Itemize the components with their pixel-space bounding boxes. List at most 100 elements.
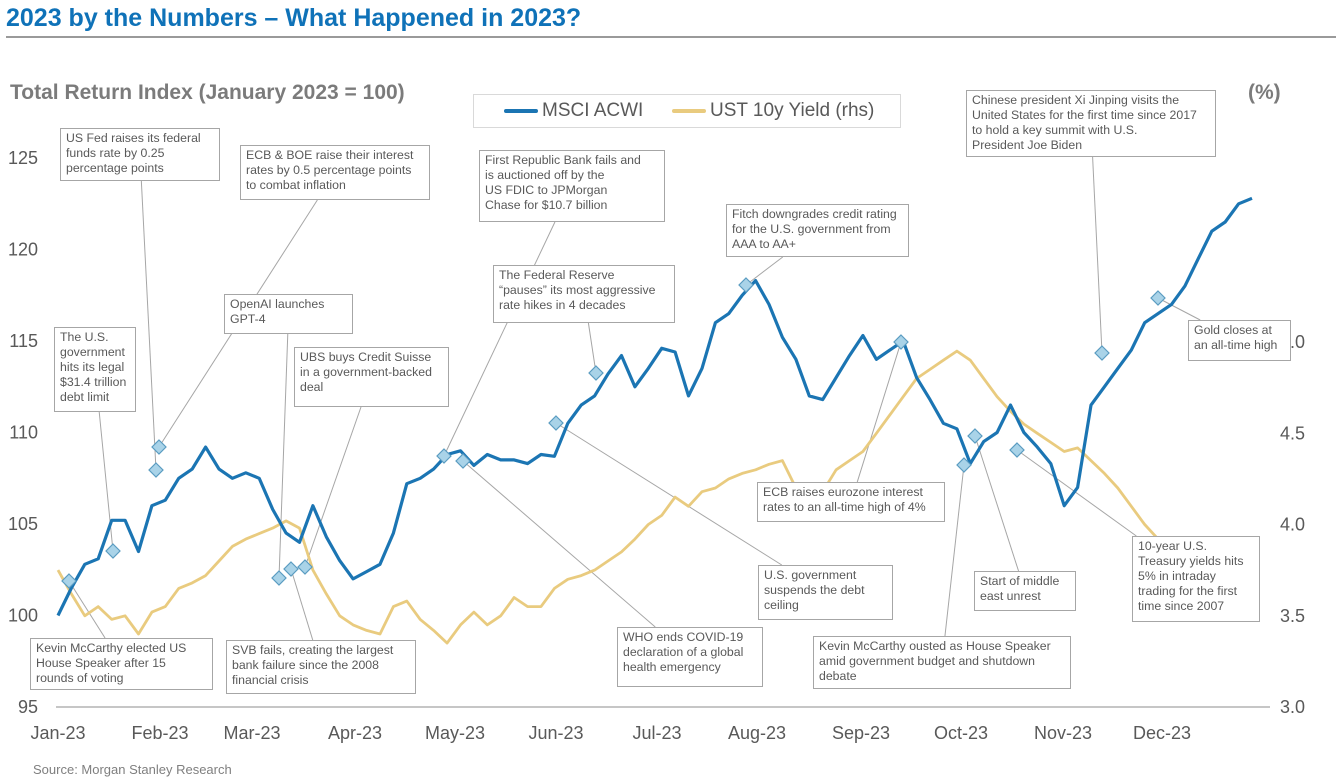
leader-line-fed-hike <box>140 180 157 471</box>
source-note: Source: Morgan Stanley Research <box>33 762 232 777</box>
right-axis-title: (%) <box>1248 81 1281 104</box>
annotation-first-republic: First Republic Bank fails and is auctione… <box>479 150 665 222</box>
legend-label-acwi: MSCI ACWI <box>542 100 644 121</box>
annotation-line: rates to an all-time high of 4% <box>763 500 926 514</box>
left-tick-label: 110 <box>9 423 38 443</box>
leader-line-who <box>462 460 656 628</box>
legend-swatch-ust <box>672 109 706 113</box>
annotation-line: UBS buys Credit Suisse <box>300 350 432 364</box>
leader-line-debt-limit <box>98 411 114 552</box>
x-tick-label: May-23 <box>425 723 485 743</box>
right-tick-label: 3.5 <box>1280 606 1305 626</box>
event-marker <box>893 334 909 350</box>
x-tick-label: Sep-23 <box>832 723 890 743</box>
annotation-line: Kevin McCarthy elected US <box>36 641 187 655</box>
annotation-line: rate hikes in 4 decades <box>499 298 626 312</box>
left-tick-label: 100 <box>8 606 38 626</box>
event-marker <box>1150 290 1166 306</box>
right-tick-label: 4.0 <box>1280 515 1305 535</box>
annotation-line: US FDIC to JPMorgan <box>485 183 608 197</box>
leader-line-mccarthy-elected <box>68 580 106 639</box>
annotation-line: First Republic Bank fails and <box>485 153 641 167</box>
annotation-fitch: Fitch downgrades credit rating for the U.… <box>726 204 909 257</box>
leader-line-fed-pause <box>587 322 597 374</box>
annotation-line: trading for the first <box>1138 584 1238 598</box>
left-axis-title: Total Return Index (January 2023 = 100) <box>10 81 405 104</box>
annotation-openai: OpenAI launches GPT-4 <box>224 294 353 334</box>
annotation-line: 5% in intraday <box>1138 569 1216 583</box>
annotation-fed-pause: The Federal Reserve “pauses” its most agg… <box>493 265 675 323</box>
annotation-who: WHO ends COVID-19 declaration of a global… <box>617 627 763 687</box>
event-marker <box>548 415 564 431</box>
annotation-line: ceiling <box>764 598 799 612</box>
annotation-line: Start of middle <box>980 574 1060 588</box>
annotation-line: rates by 0.5 percentage points <box>246 163 412 177</box>
leader-line-first-republic <box>443 221 556 457</box>
annotation-line: U.S. government <box>764 568 857 582</box>
series-line-ust-10y <box>56 349 1253 645</box>
left-tick-label: 95 <box>18 697 38 717</box>
event-marker <box>455 453 471 469</box>
annotation-line: Chinese president Xi Jinping visits the <box>972 93 1180 107</box>
x-tick-label: Jun-23 <box>528 723 583 743</box>
leader-line-openai <box>278 333 289 579</box>
legend: MSCI ACWI UST 10y Yield (rhs) <box>473 94 901 128</box>
right-tick-label: 3.0 <box>1280 697 1305 717</box>
annotation-line: United States for the first time since 2… <box>972 108 1197 122</box>
annotation-line: OpenAI launches <box>230 297 325 311</box>
annotation-line: government <box>60 345 125 359</box>
markers-layer <box>61 277 1166 589</box>
annotation-line: Treasury yields hits <box>1138 554 1244 568</box>
leader-line-gold <box>1157 297 1201 321</box>
event-marker <box>297 559 313 575</box>
series-layer <box>56 196 1253 645</box>
annotation-line: $31.4 trillion <box>60 375 127 389</box>
event-marker <box>588 365 604 381</box>
annotation-debt-ceiling: U.S. government suspends the debt ceiling <box>758 565 893 620</box>
left-tick-label: 120 <box>8 240 38 260</box>
annotation-line: debate <box>819 669 857 683</box>
annotation-line: US Fed raises its federal <box>66 131 201 145</box>
annotation-line: in a government-backed <box>300 365 432 379</box>
event-marker <box>1094 345 1110 361</box>
leader-line-treasury-5 <box>1016 449 1137 537</box>
annotation-mccarthy-elected: Kevin McCarthy elected US House Speaker a… <box>30 638 213 690</box>
x-tick-label: Jan-23 <box>30 723 85 743</box>
annotation-line: rounds of voting <box>36 671 124 685</box>
event-marker <box>61 573 77 589</box>
annotation-line: funds rate by 0.25 <box>66 146 165 160</box>
legend-swatch-acwi <box>504 109 538 113</box>
legend-item-acwi: MSCI ACWI <box>504 100 643 122</box>
right-tick-label: 4.5 <box>1280 423 1305 443</box>
annotation-line: debt limit <box>60 390 110 404</box>
axes-layer: Jan-23 Feb-23 Mar-23 Apr-23 May-23 Jun-23 Jul-… <box>8 148 1305 743</box>
left-tick-label: 125 <box>8 148 38 168</box>
x-tick-label: Feb-23 <box>131 723 188 743</box>
annotation-line: President Joe Biden <box>972 138 1083 152</box>
title-divider <box>6 36 1336 38</box>
event-marker <box>151 439 167 455</box>
leader-line-debt-ceiling <box>555 422 783 566</box>
annotation-line: bank failure since the 2008 <box>232 658 379 672</box>
series-line-msci-acwi <box>56 196 1253 617</box>
leader-line-svb <box>290 568 314 641</box>
event-marker <box>271 570 287 586</box>
left-tick-label: 105 <box>8 514 38 534</box>
event-marker <box>283 561 299 577</box>
annotation-line: Kevin McCarthy ousted as House Speaker <box>819 639 1051 653</box>
annotation-line: an all-time high <box>1194 338 1278 352</box>
left-tick-label: 115 <box>9 331 38 351</box>
x-tick-label: Oct-23 <box>934 723 988 743</box>
annotation-line: WHO ends COVID-19 <box>623 630 744 644</box>
x-tick-label: Nov-23 <box>1034 723 1092 743</box>
x-tick-label: Apr-23 <box>328 723 382 743</box>
annotation-line: The Federal Reserve <box>499 268 615 282</box>
leader-line-ecb-high <box>856 341 902 483</box>
annotation-line: AAA to AA+ <box>732 237 796 251</box>
annotation-line: hits its legal <box>60 360 125 374</box>
annotation-line: House Speaker after 15 <box>36 656 166 670</box>
annotation-line: ECB raises eurozone interest <box>763 485 923 499</box>
annotation-line: ECB & BOE raise their interest <box>246 148 414 162</box>
annotation-line: for the U.S. government from <box>732 222 891 236</box>
